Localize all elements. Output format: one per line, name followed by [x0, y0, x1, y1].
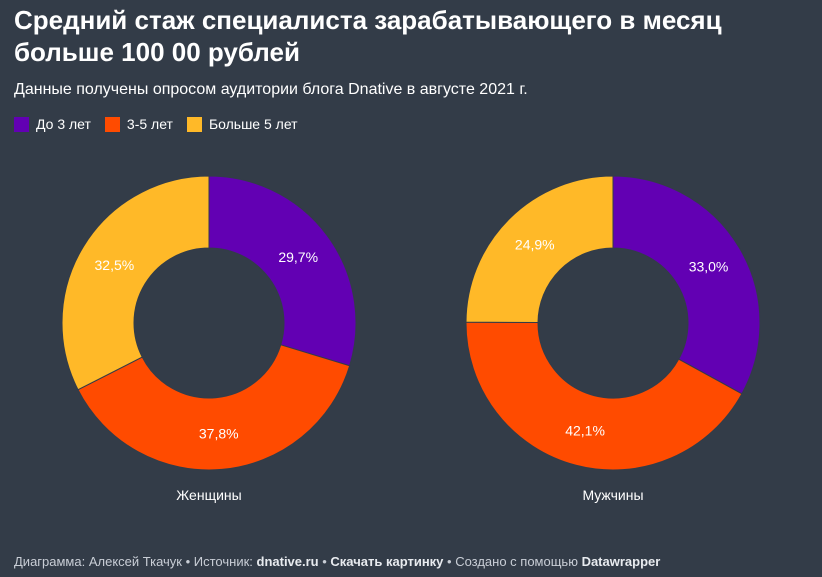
footer-created-with: • Создано с помощью [443, 554, 582, 569]
slice-label-0-0: 29,7% [278, 249, 318, 265]
slice-label-0-2: 32,5% [95, 257, 135, 273]
legend-swatch-3-5 [104, 116, 120, 132]
footer: Диаграмма: Алексей Ткачук • Источник: dn… [14, 554, 660, 569]
legend: До 3 лет 3-5 лет Больше 5 лет [14, 116, 312, 132]
slice-1-0[interactable] [612, 175, 761, 395]
legend-swatch-over-5 [186, 116, 202, 132]
legend-item-3-5: 3-5 лет [104, 116, 173, 132]
legend-label-3-5: 3-5 лет [126, 116, 173, 132]
slice-0-0[interactable] [208, 175, 357, 367]
footer-download-link[interactable]: Скачать картинку [330, 554, 444, 569]
legend-swatch-under-3 [14, 116, 29, 132]
donut-chart-1: 33,0% 42,1% 24,9% Мужчины [465, 175, 761, 503]
chart-caption-1: Мужчины [582, 487, 643, 503]
chart-subtitle: Данные получены опросом аудитории блога … [14, 81, 528, 98]
slice-label-1-0: 33,0% [689, 258, 729, 274]
footer-source-link[interactable]: dnative.ru [256, 554, 319, 569]
slice-1-2[interactable] [465, 175, 614, 324]
legend-item-under-3: До 3 лет [14, 116, 91, 132]
footer-credit: Диаграмма: Алексей Ткачук • Источник: [14, 554, 257, 569]
legend-item-over-5: Больше 5 лет [186, 116, 298, 132]
donut-chart-0: 29,7% 37,8% 32,5% Женщины [61, 175, 357, 503]
slice-label-0-1: 37,8% [199, 426, 239, 442]
slice-0-2[interactable] [61, 175, 210, 391]
slice-label-1-1: 42,1% [565, 422, 605, 438]
chart-caption-0: Женщины [176, 487, 241, 503]
slice-1-1[interactable] [465, 321, 743, 471]
chart-title: Средний стаж специалиста зарабатывающего… [14, 5, 722, 67]
footer-separator: • [318, 554, 331, 569]
legend-label-under-3: До 3 лет [36, 116, 91, 132]
legend-label-over-5: Больше 5 лет [208, 116, 298, 132]
footer-tool-link[interactable]: Datawrapper [581, 554, 661, 569]
slice-label-1-2: 24,9% [515, 236, 555, 252]
slice-0-1[interactable] [77, 344, 351, 471]
